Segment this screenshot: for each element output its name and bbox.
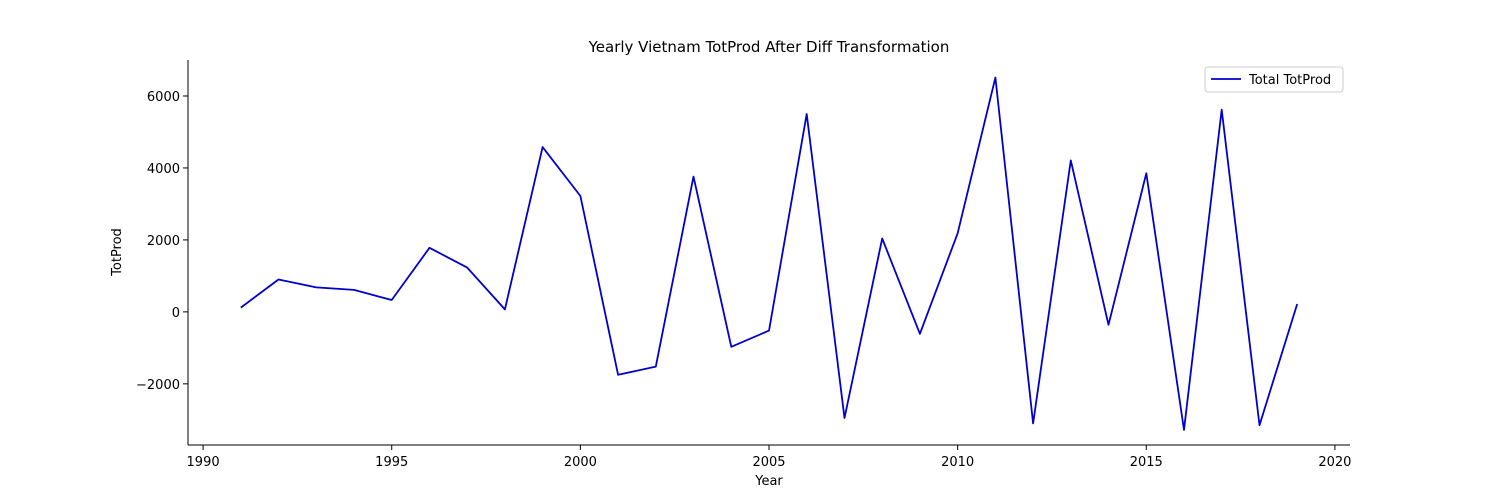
x-tick-label: 2015 (1130, 455, 1163, 470)
x-tick-label: 2020 (1318, 455, 1351, 470)
x-tick-label: 2010 (941, 455, 974, 470)
y-axis-label: TotProd (110, 228, 125, 277)
legend-box (1204, 66, 1344, 93)
x-tick-label: 2000 (564, 455, 597, 470)
x-axis-label: Year (754, 474, 783, 489)
y-tick-label: 0 (172, 306, 180, 321)
chart-title: Yearly Vietnam TotProd After Diff Transf… (588, 38, 950, 56)
y-tick-label: 6000 (147, 90, 180, 105)
legend-label-total-totprod: Total TotProd (1248, 73, 1331, 88)
series-line-total-totprod (240, 76, 1299, 431)
legend: Total TotProd (1204, 66, 1344, 93)
x-tick-label: 1995 (375, 455, 408, 470)
x-tick-label: 1990 (187, 455, 220, 470)
y-tick-label: 2000 (147, 234, 180, 249)
y-tick-label: −2000 (136, 378, 180, 393)
x-tick-label: 2005 (752, 455, 785, 470)
y-tick-label: 4000 (147, 162, 180, 177)
